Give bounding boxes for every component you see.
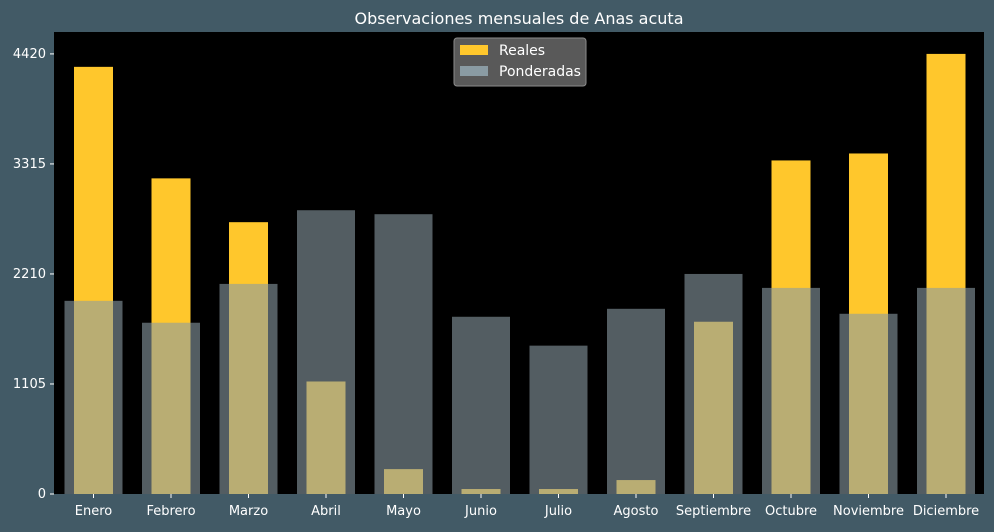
- legend-label-reales: Reales: [499, 43, 545, 59]
- x-tick-label: Abril: [311, 504, 341, 519]
- x-tick-label: Julio: [544, 504, 572, 519]
- x-tick-label: Marzo: [229, 504, 268, 519]
- y-tick-label: 2210: [13, 267, 46, 282]
- x-tick-label: Septiembre: [676, 504, 751, 519]
- plot-area: [54, 32, 984, 494]
- x-tick-label: Mayo: [386, 504, 421, 519]
- x-tick-label: Diciembre: [913, 504, 979, 519]
- y-tick-label: 3315: [13, 157, 46, 172]
- bar-ponderadas-diciembre: [917, 287, 975, 494]
- bar-ponderadas-enero: [64, 300, 123, 494]
- x-tick-label: Febrero: [146, 504, 195, 519]
- bar-ponderadas-septiembre: [684, 273, 743, 494]
- bar-ponderadas-marzo: [219, 283, 278, 494]
- x-tick-label: Octubre: [765, 504, 817, 519]
- bar-ponderadas-abril: [297, 210, 355, 494]
- x-axis: Enero Febrero Marzo Abril Mayo Junio Julio Agos…: [75, 494, 979, 519]
- chart-title: Observaciones mensuales de Anas acuta: [355, 9, 684, 28]
- bar-ponderadas-febrero: [142, 322, 200, 494]
- bar-ponderadas-junio: [452, 316, 510, 494]
- bar-ponderadas-noviembre: [839, 313, 898, 494]
- legend-swatch-ponderadas: [460, 66, 488, 76]
- y-tick-label: 0: [38, 487, 46, 502]
- bar-ponderadas-octubre: [762, 287, 820, 494]
- bar-ponderadas-mayo: [374, 214, 433, 494]
- bar-ponderadas-agosto: [607, 308, 665, 494]
- x-tick-label: Agosto: [614, 504, 659, 519]
- x-tick-label: Junio: [464, 504, 497, 519]
- bar-ponderadas-julio: [529, 345, 588, 494]
- legend-swatch-reales: [460, 45, 488, 55]
- legend: Reales Ponderadas: [453, 37, 587, 87]
- x-tick-label: Noviembre: [833, 504, 904, 519]
- series-ponderadas: [64, 210, 975, 494]
- y-tick-label: 1105: [13, 377, 46, 392]
- y-tick-label: 4420: [13, 47, 46, 62]
- y-axis: 0 1105 2210 3315 4420: [13, 47, 54, 502]
- x-tick-label: Enero: [75, 504, 113, 519]
- legend-label-ponderadas: Ponderadas: [499, 64, 581, 80]
